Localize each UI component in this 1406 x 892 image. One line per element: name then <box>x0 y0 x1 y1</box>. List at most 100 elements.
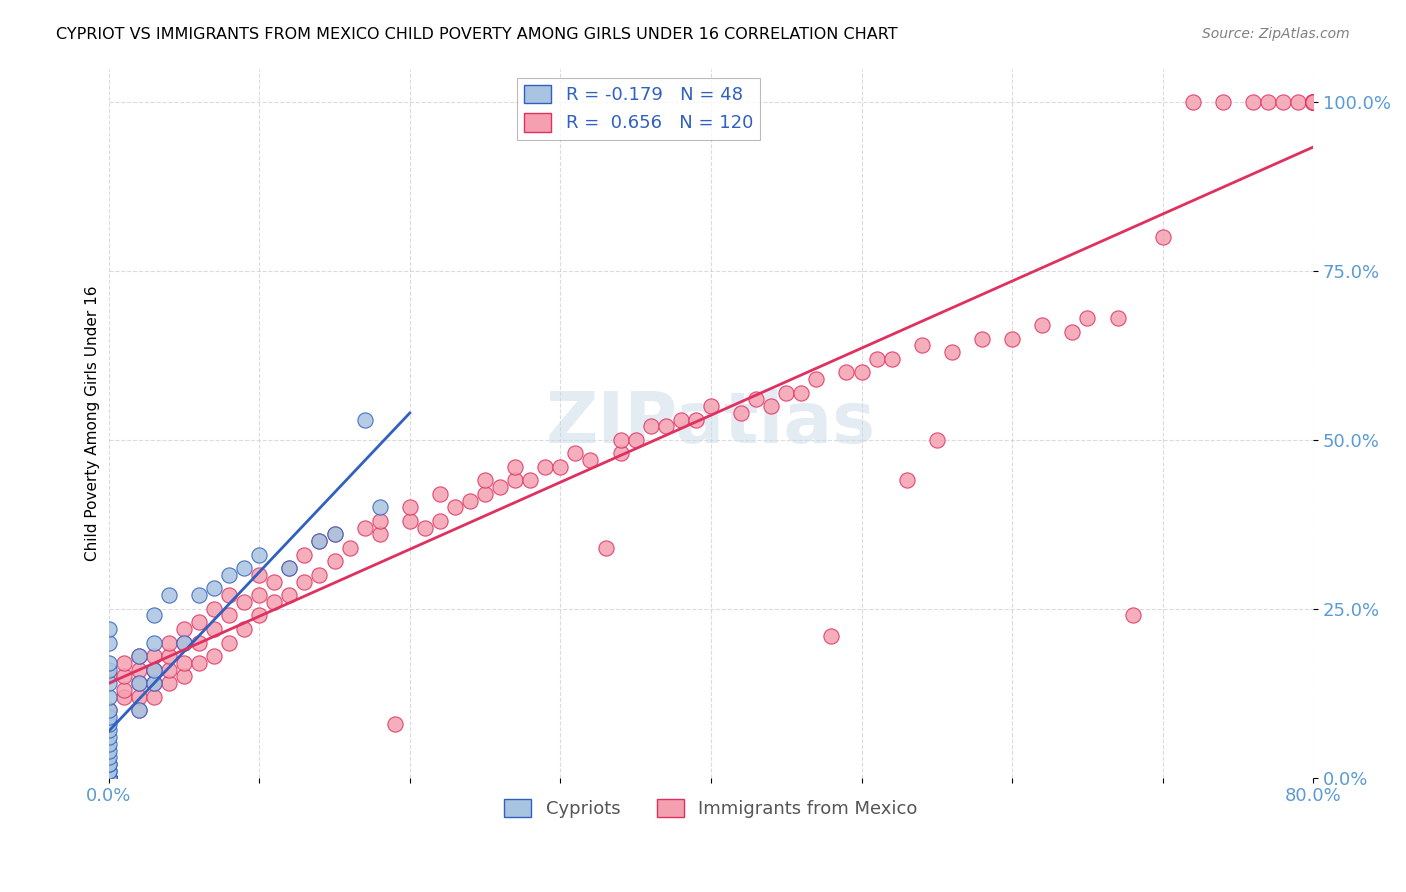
Point <box>595 541 617 555</box>
Point <box>97 737 120 751</box>
Point <box>157 648 180 663</box>
Point <box>97 764 120 778</box>
Point <box>218 608 240 623</box>
Text: CYPRIOT VS IMMIGRANTS FROM MEXICO CHILD POVERTY AMONG GIRLS UNDER 16 CORRELATION: CYPRIOT VS IMMIGRANTS FROM MEXICO CHILD … <box>56 27 898 42</box>
Point <box>368 514 391 528</box>
Point <box>1302 95 1324 110</box>
Point <box>188 588 211 602</box>
Point <box>609 433 631 447</box>
Point <box>292 574 315 589</box>
Point <box>97 656 120 670</box>
Point <box>142 676 165 690</box>
Point <box>323 554 346 568</box>
Point <box>157 635 180 649</box>
Point <box>173 669 195 683</box>
Point <box>790 385 813 400</box>
Point <box>188 615 211 630</box>
Point <box>142 676 165 690</box>
Point <box>292 548 315 562</box>
Text: ZIPatlas: ZIPatlas <box>546 389 876 458</box>
Point <box>1302 95 1324 110</box>
Point <box>97 690 120 704</box>
Point <box>218 635 240 649</box>
Point <box>173 622 195 636</box>
Point <box>142 663 165 677</box>
Point <box>97 771 120 785</box>
Point <box>157 676 180 690</box>
Point <box>609 446 631 460</box>
Point <box>534 459 557 474</box>
Point <box>97 771 120 785</box>
Point <box>142 635 165 649</box>
Point <box>112 656 135 670</box>
Point <box>97 703 120 717</box>
Point <box>1302 95 1324 110</box>
Point <box>1302 95 1324 110</box>
Point <box>1302 95 1324 110</box>
Point <box>474 474 496 488</box>
Point <box>1152 230 1174 244</box>
Point <box>97 716 120 731</box>
Point <box>128 676 150 690</box>
Point <box>97 771 120 785</box>
Point <box>775 385 797 400</box>
Point <box>835 365 858 379</box>
Point <box>1241 95 1264 110</box>
Point <box>1122 608 1144 623</box>
Point <box>730 406 752 420</box>
Point <box>233 595 256 609</box>
Point <box>142 648 165 663</box>
Point <box>640 419 662 434</box>
Point <box>112 682 135 697</box>
Point <box>97 730 120 744</box>
Text: Source: ZipAtlas.com: Source: ZipAtlas.com <box>1202 27 1350 41</box>
Point <box>278 561 301 575</box>
Point <box>564 446 586 460</box>
Point <box>128 663 150 677</box>
Point <box>112 690 135 704</box>
Point <box>1302 95 1324 110</box>
Y-axis label: Child Poverty Among Girls Under 16: Child Poverty Among Girls Under 16 <box>86 285 100 561</box>
Point <box>218 568 240 582</box>
Point <box>97 771 120 785</box>
Point <box>503 459 526 474</box>
Point <box>173 635 195 649</box>
Point <box>142 608 165 623</box>
Point <box>1181 95 1204 110</box>
Point <box>202 601 225 615</box>
Point <box>97 771 120 785</box>
Point <box>247 568 270 582</box>
Point <box>97 771 120 785</box>
Point <box>413 521 436 535</box>
Point <box>1302 95 1324 110</box>
Point <box>489 480 512 494</box>
Point <box>323 527 346 541</box>
Point <box>1302 95 1324 110</box>
Point <box>97 771 120 785</box>
Point <box>247 588 270 602</box>
Point <box>128 648 150 663</box>
Point <box>97 771 120 785</box>
Point <box>218 588 240 602</box>
Point <box>97 703 120 717</box>
Point <box>97 622 120 636</box>
Point <box>97 743 120 757</box>
Point <box>97 771 120 785</box>
Point <box>202 582 225 596</box>
Point <box>896 474 918 488</box>
Point <box>458 493 481 508</box>
Point <box>759 399 782 413</box>
Point <box>202 622 225 636</box>
Point <box>157 663 180 677</box>
Point <box>97 710 120 724</box>
Point <box>97 723 120 738</box>
Point <box>1302 95 1324 110</box>
Point <box>97 771 120 785</box>
Point <box>97 757 120 772</box>
Point <box>142 690 165 704</box>
Point <box>353 412 375 426</box>
Point <box>745 392 768 407</box>
Point <box>1302 95 1324 110</box>
Point <box>880 351 903 366</box>
Point <box>247 548 270 562</box>
